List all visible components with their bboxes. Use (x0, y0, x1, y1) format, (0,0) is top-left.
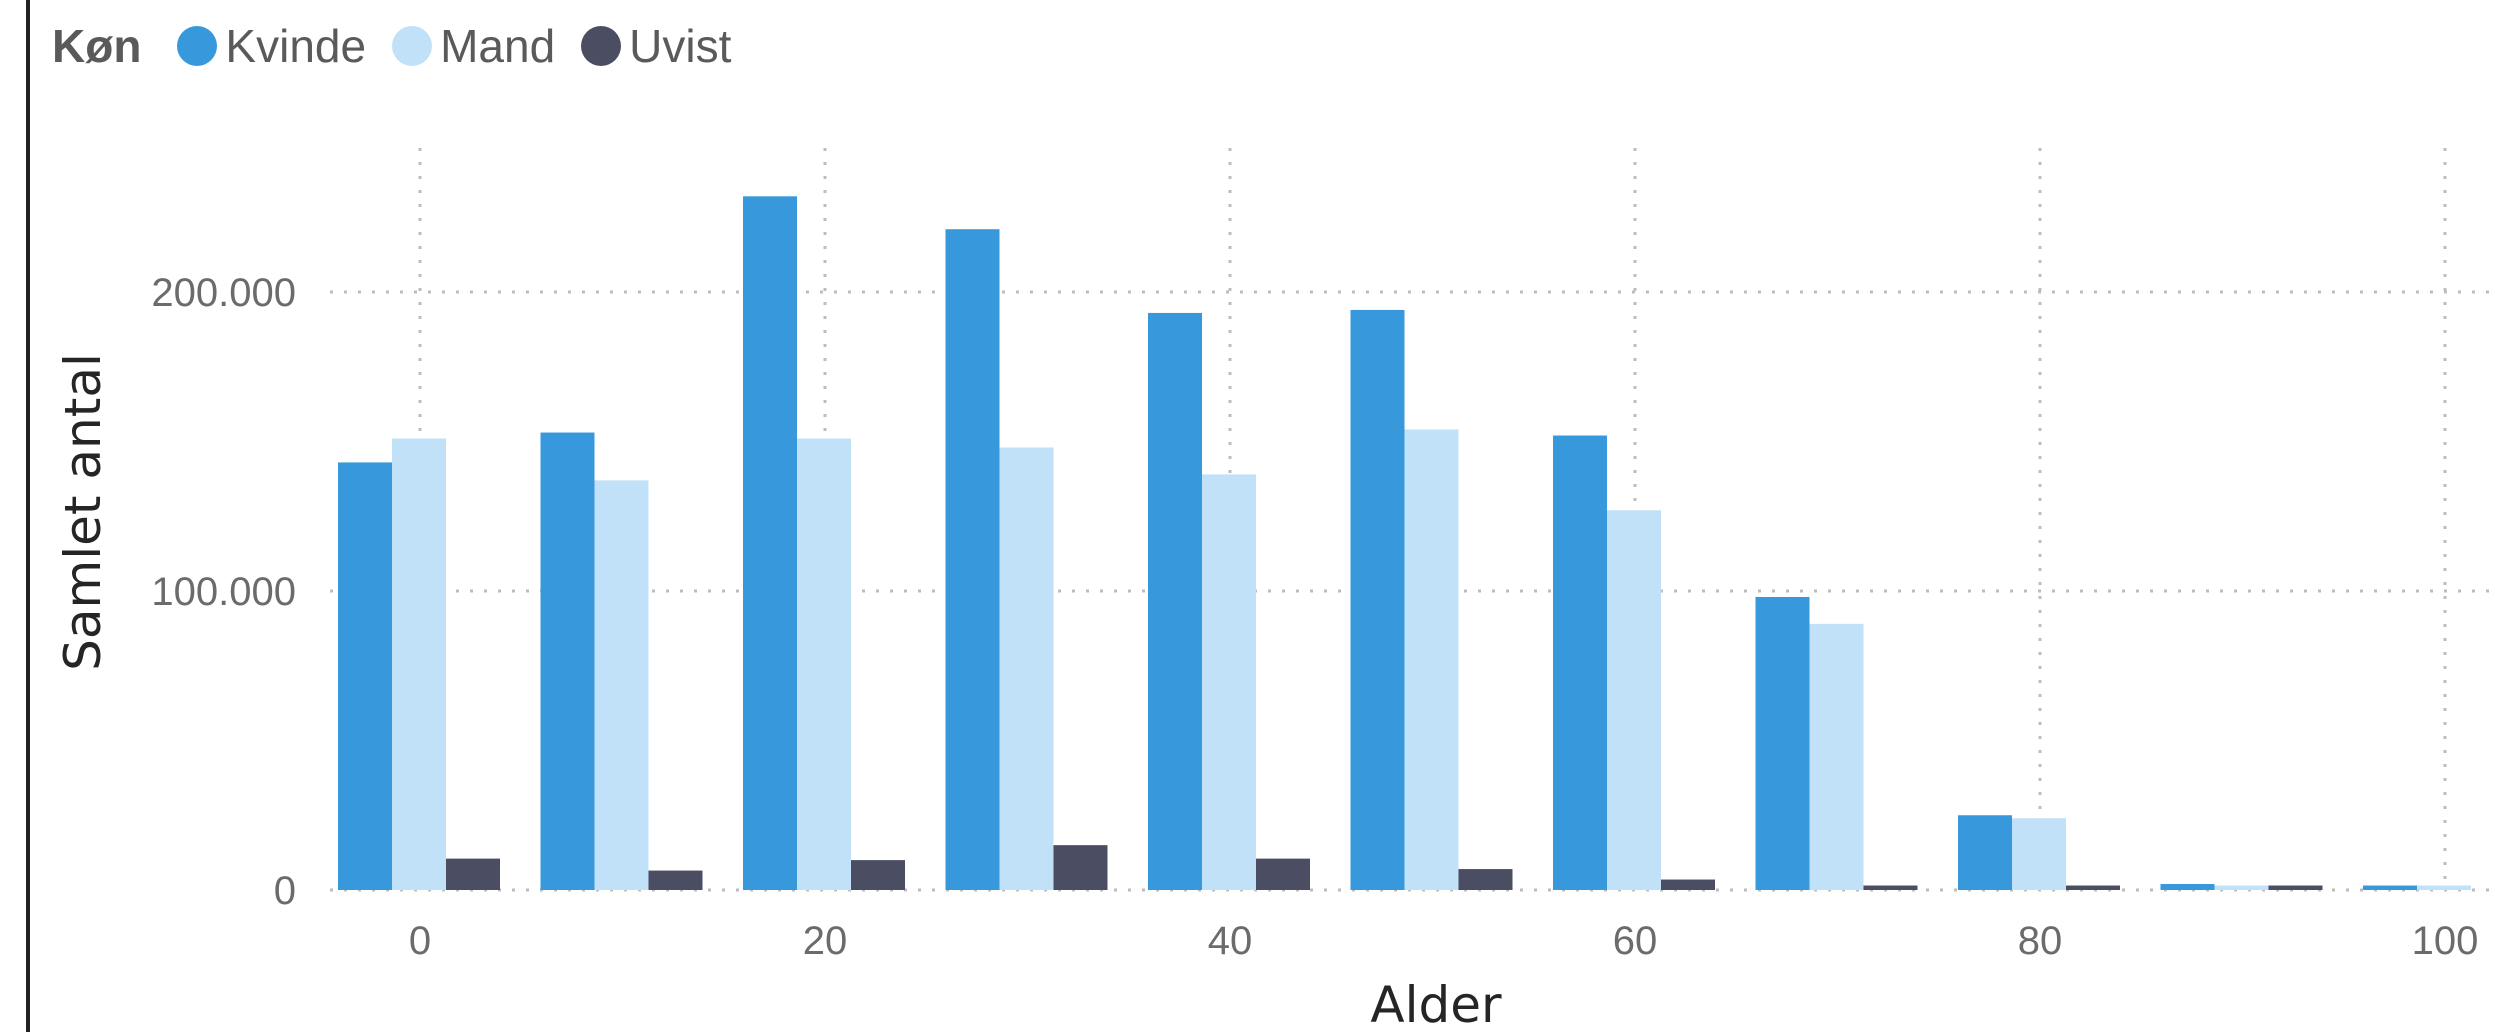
y-tick-label: 200.000 (151, 271, 296, 315)
bar-mand-0[interactable] (392, 438, 446, 890)
bar-uvist-10[interactable] (648, 870, 703, 890)
bar-mand-70[interactable] (1809, 623, 1864, 890)
bar-mand-80[interactable] (2012, 818, 2066, 890)
bar-mand-20[interactable] (797, 438, 851, 890)
legend-label-kvinde: Kvinde (225, 20, 367, 72)
bar-kvinde-60[interactable] (1553, 435, 1607, 890)
bar-kvinde-10[interactable] (540, 432, 595, 890)
bar-mand-50[interactable] (1404, 429, 1459, 890)
x-tick-label: 60 (1613, 919, 1658, 963)
bar-kvinde-0[interactable] (338, 462, 392, 890)
bar-mand-60[interactable] (1607, 510, 1661, 890)
legend-dot-mand-icon (392, 26, 433, 66)
bar-kvinde-30[interactable] (945, 229, 1000, 890)
legend-item-uvist[interactable]: Uvist (581, 19, 731, 73)
legend-label-uvist: Uvist (629, 20, 732, 72)
bar-kvinde-100[interactable] (2363, 885, 2417, 890)
y-tick-label: 0 (274, 869, 296, 913)
bar-mand-10[interactable] (594, 480, 649, 890)
bar-kvinde-90[interactable] (2160, 884, 2215, 890)
x-tick-label: 20 (803, 919, 848, 963)
bar-kvinde-40[interactable] (1148, 312, 1202, 890)
bar-uvist-0[interactable] (446, 858, 500, 890)
y-axis-title: Samlet antal (54, 353, 112, 671)
frame-left-border (26, 0, 30, 1032)
y-tick-labels: 0 100.000 200.000 (151, 271, 296, 913)
bar-uvist-60[interactable] (1661, 879, 1715, 890)
legend-dot-uvist-icon (581, 26, 622, 66)
bar-uvist-90[interactable] (2268, 885, 2323, 890)
x-tick-label: 0 (409, 919, 431, 963)
bar-mand-100[interactable] (2417, 885, 2471, 890)
bar-uvist-80[interactable] (2066, 885, 2120, 890)
legend-title: Køn (52, 20, 142, 72)
x-tick-labels: 0 20 40 60 80 100 (409, 919, 2479, 963)
bar-mand-30[interactable] (999, 447, 1054, 890)
bar-kvinde-80[interactable] (1958, 815, 2012, 890)
legend-label-mand: Mand (440, 20, 556, 72)
x-tick-label: 100 (2412, 919, 2479, 963)
y-tick-label: 100.000 (151, 570, 296, 614)
bar-uvist-50[interactable] (1458, 869, 1513, 890)
bar-uvist-30[interactable] (1053, 845, 1108, 890)
x-tick-label: 80 (2018, 919, 2063, 963)
bar-uvist-20[interactable] (851, 860, 905, 890)
bar-kvinde-50[interactable] (1350, 309, 1405, 890)
legend-dot-kvinde-icon (177, 26, 218, 66)
bar-mand-40[interactable] (1202, 474, 1256, 890)
bar-kvinde-70[interactable] (1755, 596, 1810, 890)
x-tick-label: 40 (1208, 919, 1253, 963)
bar-mand-90[interactable] (2214, 885, 2269, 890)
bar-uvist-70[interactable] (1863, 885, 1918, 890)
legend: Køn Kvinde Mand Uvist (52, 14, 757, 78)
bar-uvist-40[interactable] (1256, 858, 1310, 890)
x-axis-title: Alder (1370, 976, 1502, 1032)
legend-item-mand[interactable]: Mand (392, 19, 555, 73)
legend-item-kvinde[interactable]: Kvinde (177, 19, 366, 73)
bar-kvinde-20[interactable] (743, 196, 797, 890)
bars (338, 196, 2471, 890)
